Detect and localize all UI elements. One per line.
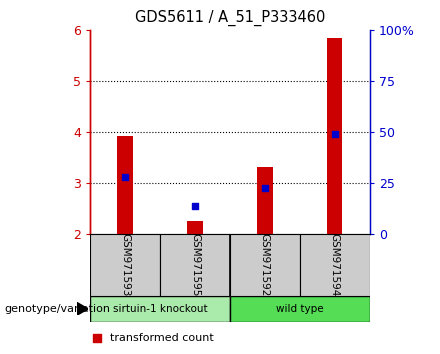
Polygon shape <box>77 302 88 315</box>
Text: sirtuin-1 knockout: sirtuin-1 knockout <box>113 304 207 314</box>
Title: GDS5611 / A_51_P333460: GDS5611 / A_51_P333460 <box>135 10 325 26</box>
Text: transformed count: transformed count <box>110 332 213 343</box>
Bar <box>117 136 133 234</box>
Bar <box>327 38 342 234</box>
Point <box>94 335 101 341</box>
Text: GSM971593: GSM971593 <box>120 233 130 296</box>
Point <box>121 174 128 179</box>
Point <box>331 132 338 137</box>
Bar <box>160 234 230 296</box>
Text: GSM971592: GSM971592 <box>260 233 270 296</box>
Bar <box>187 221 203 234</box>
Bar <box>230 234 300 296</box>
Text: GSM971595: GSM971595 <box>190 233 200 296</box>
Bar <box>257 167 272 234</box>
Bar <box>90 234 160 296</box>
Bar <box>300 234 370 296</box>
Point <box>191 203 198 209</box>
Text: wild type: wild type <box>276 304 323 314</box>
Text: genotype/variation: genotype/variation <box>4 304 110 314</box>
Text: GSM971594: GSM971594 <box>330 233 340 296</box>
Bar <box>230 296 370 322</box>
Bar <box>90 296 230 322</box>
Point <box>261 185 268 191</box>
